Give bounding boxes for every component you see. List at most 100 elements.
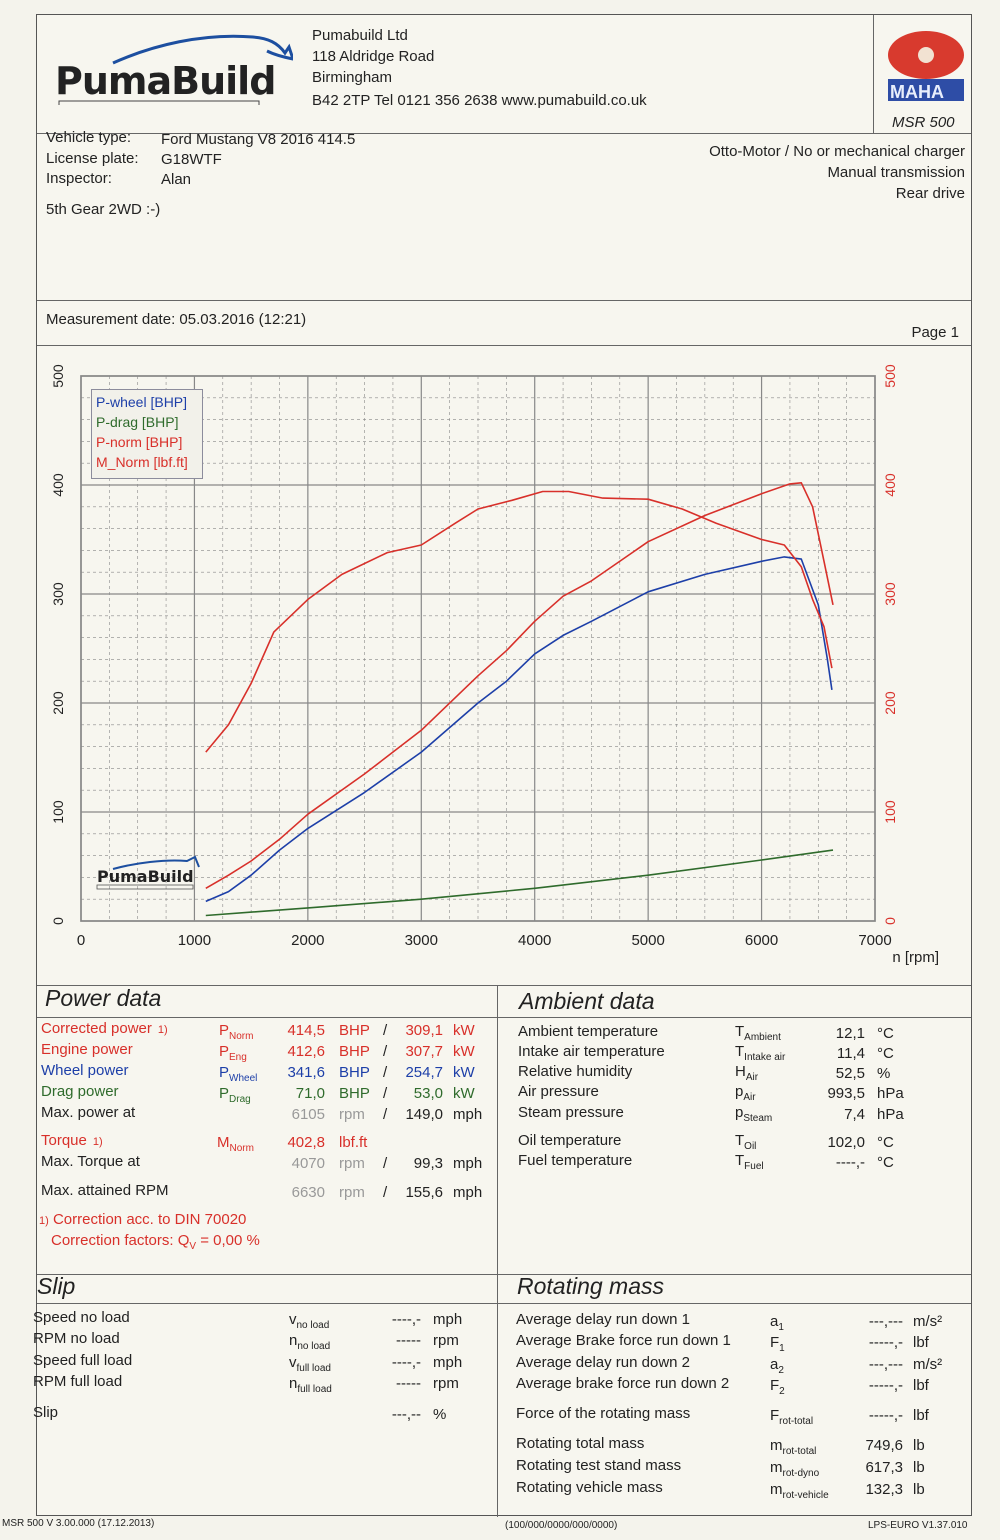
- series-line-3: [205, 490, 833, 753]
- ambient-row-symbol: pAir: [735, 1083, 756, 1103]
- rotating-row-unit: lbf: [913, 1407, 929, 1424]
- rotating-row-value: 617,3: [865, 1459, 903, 1476]
- power-row-separator: /: [383, 1064, 388, 1081]
- ambient-row-unit: %: [877, 1065, 891, 1082]
- slip-row-unit: rpm: [433, 1332, 459, 1349]
- rotating-row-symbol: a1: [770, 1313, 784, 1333]
- power-row-value-2: 53,0: [413, 1085, 443, 1102]
- correction-note-2: Correction factors: QV = 0,00 %: [51, 1232, 260, 1252]
- rotating-row-unit: lb: [913, 1481, 925, 1498]
- power-row-unit-2: mph: [453, 1155, 483, 1172]
- rotating-row-symbol: Frot-total: [770, 1407, 814, 1427]
- divider: [37, 133, 971, 134]
- x-tick-label: 6000: [745, 932, 778, 949]
- divider: [37, 1303, 971, 1304]
- slip-row-symbol: nfull load: [289, 1375, 332, 1395]
- pumabuild-logo: PumaBuild: [53, 25, 296, 107]
- company-address-3: B42 2TP Tel 0121 356 2638 www.pumabuild.…: [312, 92, 647, 109]
- power-row-separator: /: [383, 1043, 388, 1060]
- engine-type: Otto-Motor / No or mechanical charger: [709, 143, 965, 160]
- power-row-value-2: 99,3: [413, 1155, 443, 1172]
- rotating-row-label: Rotating total mass: [516, 1435, 645, 1452]
- ambient-row-symbol: HAir: [735, 1063, 759, 1083]
- rotating-row-label: Average brake force run down 2: [516, 1375, 730, 1392]
- rotating-row-value: -----,-: [868, 1377, 903, 1394]
- rotating-row-value: ---,---: [868, 1313, 903, 1330]
- divider: [37, 985, 971, 986]
- x-tick-label: 0: [77, 932, 85, 949]
- rotating-row-label: Average delay run down 1: [516, 1311, 691, 1328]
- divider: [37, 345, 971, 346]
- power-row-value: 71,0: [295, 1085, 325, 1102]
- ambient-row-value: 11,4: [836, 1045, 865, 1062]
- slip-row-unit: rpm: [433, 1375, 459, 1392]
- y-tick-label-left: 400: [50, 473, 66, 497]
- y-tick-label-left: 100: [50, 800, 66, 824]
- y-tick-label-right: 100: [882, 800, 898, 824]
- rotating-row-value: ---,---: [868, 1356, 903, 1373]
- test-note: 5th Gear 2WD :-): [46, 201, 161, 218]
- slip-row-unit: mph: [433, 1311, 463, 1328]
- ambient-row-value: 993,5: [827, 1085, 865, 1102]
- slip-row-symbol: vno load: [289, 1311, 330, 1331]
- y-tick-label-left: 300: [50, 582, 66, 606]
- power-row-label: Max. Torque at: [41, 1153, 140, 1170]
- y-tick-label-left: 200: [50, 691, 66, 715]
- correction-note-1: 1) Correction acc. to DIN 70020: [39, 1211, 247, 1228]
- chart-watermark-logo: PumaBuild: [95, 855, 205, 900]
- power-row-unit-2: kW: [453, 1043, 475, 1060]
- license-plate-label: License plate:: [46, 150, 139, 167]
- ambient-row-label: Intake air temperature: [518, 1043, 665, 1060]
- maha-brand: MAHA: [890, 82, 944, 102]
- power-row-separator: /: [383, 1085, 388, 1102]
- power-row-label: Drag power: [41, 1083, 119, 1100]
- legend-p-drag: P-drag [BHP]: [96, 414, 179, 430]
- power-row-symbol: PWheel: [219, 1064, 258, 1084]
- ambient-row-value: 7,4: [844, 1106, 865, 1123]
- slip-row-label: Speed full load: [33, 1352, 133, 1369]
- power-row-symbol: PEng: [219, 1043, 247, 1063]
- power-row-unit-2: mph: [453, 1106, 483, 1123]
- maha-badge: MAHA MSR 500: [873, 15, 972, 133]
- power-row-value: 341,6: [287, 1064, 325, 1081]
- slip-row-value: ---,--: [391, 1406, 421, 1423]
- company-address-2: Birmingham: [312, 69, 393, 86]
- slip-row-value: ----,-: [391, 1354, 421, 1371]
- power-row-value: 402,8: [287, 1134, 325, 1151]
- rotating-row-symbol: mrot-total: [770, 1437, 817, 1457]
- inspector-value: Alan: [161, 171, 192, 188]
- slip-title: Slip: [37, 1273, 76, 1299]
- page-number: Page 1: [911, 324, 959, 341]
- ambient-row-label: Oil temperature: [518, 1132, 622, 1149]
- power-row-value: 414,5: [287, 1022, 325, 1039]
- ambient-row-unit: °C: [877, 1025, 894, 1042]
- ambient-row-symbol: TOil: [735, 1132, 757, 1152]
- rotating-row-label: Average delay run down 2: [516, 1354, 691, 1371]
- y-tick-label-left: 0: [50, 917, 66, 925]
- dyno-chart: 0 1000 2000 3000 4000 5000 6000 700001002003004…: [50, 364, 939, 966]
- power-row-unit: rpm: [339, 1184, 365, 1201]
- rotating-row-label: Average Brake force run down 1: [516, 1332, 731, 1349]
- x-tick-label: 2000: [291, 932, 324, 949]
- ambient-row-symbol: pSteam: [735, 1104, 773, 1124]
- logo-text: PumaBuild: [55, 59, 276, 103]
- power-data-title: Power data: [45, 985, 162, 1011]
- rotating-row-unit: m/s²: [913, 1356, 943, 1373]
- ambient-row-symbol: TAmbient: [735, 1023, 781, 1043]
- power-row-unit-2: kW: [453, 1064, 475, 1081]
- y-tick-label-right: 200: [882, 691, 898, 715]
- ambient-row-unit: °C: [877, 1134, 894, 1151]
- power-row-value-2: 309,1: [405, 1022, 443, 1039]
- x-tick-label: 4000: [518, 932, 551, 949]
- transmission-type: Manual transmission: [827, 164, 965, 181]
- power-row-unit: BHP: [339, 1085, 370, 1102]
- power-row-label: Max. power at: [41, 1104, 136, 1121]
- series-line-0: [205, 556, 833, 903]
- ambient-row-label: Ambient temperature: [518, 1023, 659, 1040]
- power-row-value: 6105: [291, 1106, 325, 1123]
- power-row-unit: BHP: [339, 1022, 370, 1039]
- rotating-row-label: Force of the rotating mass: [516, 1405, 691, 1422]
- power-row-value: 4070: [291, 1155, 325, 1172]
- divider: [497, 985, 498, 1517]
- dyno-report: PumaBuild Pumabuild Ltd 118 Aldridge Roa…: [33, 14, 972, 1517]
